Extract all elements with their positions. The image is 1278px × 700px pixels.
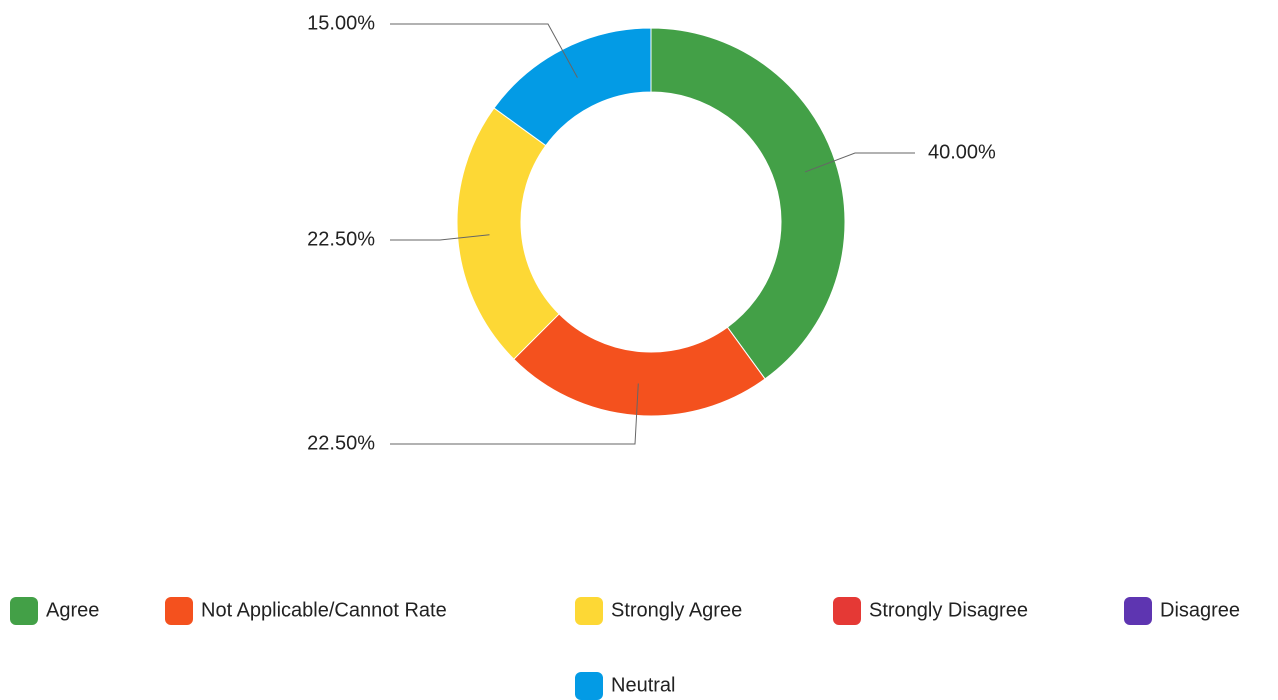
donut-slice xyxy=(493,27,652,147)
legend-swatch xyxy=(165,597,193,625)
legend-swatch xyxy=(575,597,603,625)
data-label: 40.00% xyxy=(928,141,996,163)
legend-label: Strongly Disagree xyxy=(869,599,1028,621)
legend-swatch xyxy=(1124,597,1152,625)
leader-line xyxy=(804,152,915,173)
data-label: 22.50% xyxy=(307,228,375,250)
donut-slice xyxy=(650,27,846,380)
data-label: 22.50% xyxy=(307,432,375,454)
legend-swatch xyxy=(10,597,38,625)
leader-line xyxy=(390,234,490,241)
legend-label: Strongly Agree xyxy=(611,599,742,621)
legend-label: Neutral xyxy=(611,674,675,696)
legend-swatch xyxy=(575,672,603,700)
donut-slice xyxy=(513,313,766,417)
leader-line xyxy=(390,383,639,445)
donut-slice xyxy=(456,107,560,360)
legend-label: Agree xyxy=(46,599,99,621)
legend-label: Not Applicable/Cannot Rate xyxy=(201,599,447,621)
legend-swatch xyxy=(833,597,861,625)
leader-line xyxy=(390,23,578,78)
data-label: 15.00% xyxy=(307,12,375,34)
legend-label: Disagree xyxy=(1160,599,1240,621)
